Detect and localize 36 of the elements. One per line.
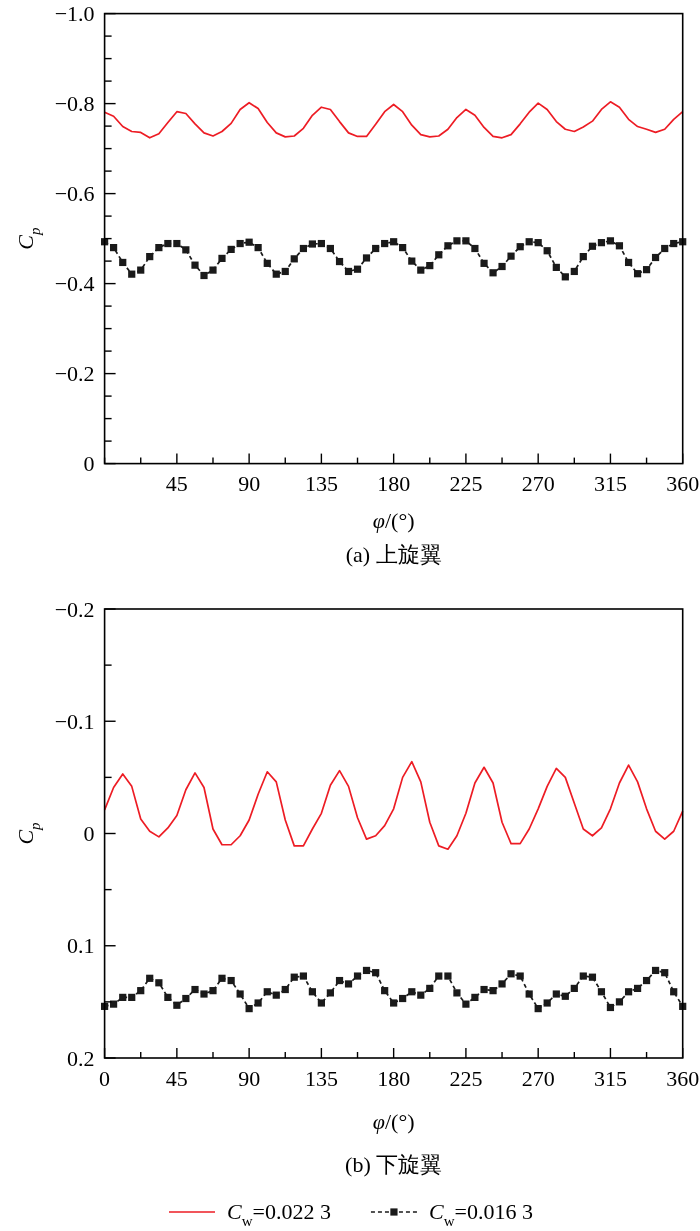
x-tick-label: 135 [304, 471, 338, 497]
y-tick-label: −0.1 [54, 708, 95, 734]
x-tick-label: 90 [238, 1065, 261, 1091]
line-series [103, 100, 684, 139]
y-tick-label: −0.8 [54, 91, 95, 117]
x-tick-label: 90 [238, 471, 261, 497]
x-axis-title: φ/(°) [372, 508, 415, 534]
x-tick-label: 0 [99, 1065, 111, 1091]
y-tick-label: −0.2 [54, 361, 95, 387]
x-tick-label: 315 [593, 471, 627, 497]
x-tick-label: 270 [521, 471, 555, 497]
y-tick-label: −1.0 [54, 1, 95, 27]
y-tick-label: 0 [83, 821, 95, 846]
x-tick-label: 180 [377, 471, 411, 497]
legend-label: C$_{w}$=0.022 3 [227, 1199, 331, 1229]
text: (b) 下旋翼 [345, 1152, 443, 1177]
x-tick-label: 360 [666, 1065, 700, 1091]
line-series [103, 760, 684, 851]
x-tick-label: 360 [666, 471, 700, 497]
x-tick-label: 315 [593, 1065, 627, 1091]
text: (a) 上旋翼 [345, 542, 442, 568]
x-tick-label: 225 [449, 471, 483, 497]
y-tick-label: 0.2 [67, 1045, 95, 1071]
y-tick-label: −0.4 [54, 271, 95, 297]
x-tick-label: 135 [304, 1065, 338, 1091]
x-tick-label: 225 [449, 1065, 483, 1091]
y-tick-label: −0.6 [54, 181, 95, 207]
x-tick-label: 45 [165, 471, 188, 497]
y-tick-label: 0.1 [67, 933, 95, 959]
x-axis-title: φ/(°) [372, 1109, 415, 1134]
x-tick-label: 45 [165, 1065, 188, 1091]
y-tick-label: 0 [83, 451, 95, 477]
y-tick-label: −0.2 [54, 596, 95, 622]
x-tick-label: 270 [521, 1065, 555, 1091]
legend-label: C$_{w}$=0.016 3 [428, 1199, 533, 1229]
x-tick-label: 180 [377, 1065, 411, 1091]
